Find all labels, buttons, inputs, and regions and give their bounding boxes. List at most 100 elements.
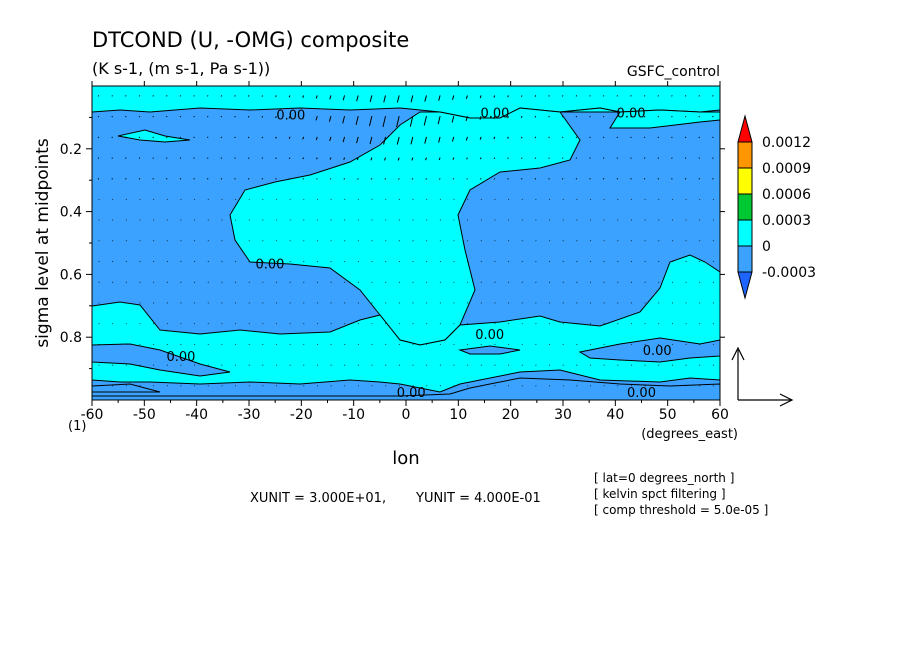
wind-vector xyxy=(643,136,646,139)
wind-vector xyxy=(234,178,236,180)
wind-vector xyxy=(302,95,305,98)
wind-vector xyxy=(316,157,318,160)
negative-region-bottom xyxy=(92,377,720,400)
wind-vector xyxy=(657,115,659,118)
y-tick-label: 0.6 xyxy=(60,267,82,283)
wind-vector xyxy=(247,95,250,97)
wind-vector xyxy=(207,136,209,139)
x-axis-label: lon xyxy=(392,448,419,469)
wind-vector xyxy=(207,115,209,118)
wind-vector xyxy=(247,157,250,159)
wind-vector xyxy=(234,115,236,118)
wind-vector xyxy=(193,157,195,159)
wind-vector xyxy=(138,178,141,180)
x-tick-label: 20 xyxy=(502,407,520,423)
wind-vector xyxy=(507,178,509,180)
wind-vector xyxy=(466,157,468,160)
wind-vector xyxy=(479,136,482,140)
colorbar-label: -0.0003 xyxy=(762,265,816,281)
wind-vector xyxy=(671,136,673,139)
wind-vector xyxy=(616,136,619,139)
wind-vector xyxy=(643,157,646,159)
wind-vector xyxy=(275,157,277,159)
wind-vector xyxy=(220,115,223,118)
wind-vector xyxy=(698,115,700,118)
wind-vector xyxy=(410,95,414,103)
x-axis: -60 -50 -40 -30 -20 -10 0 10 20 30 40 50 60 xyxy=(81,81,729,423)
colorbar-box xyxy=(737,219,753,247)
wind-vector xyxy=(521,178,523,180)
y-tick-label: 0.2 xyxy=(60,142,82,158)
wind-vector xyxy=(520,157,523,159)
x-tick-label: 40 xyxy=(606,407,624,423)
wind-vector xyxy=(507,95,509,98)
wind-vector xyxy=(548,178,550,180)
wind-vector xyxy=(261,157,264,159)
wind-vector xyxy=(425,178,427,180)
wind-vector xyxy=(111,115,113,118)
wind-vector xyxy=(712,178,714,180)
contour-labels: 0.00 0.00 0.00 0.00 0.00 0.00 0.00 0.00 0.00 xyxy=(166,107,671,401)
wind-vector xyxy=(384,157,386,161)
wind-vector xyxy=(630,136,632,139)
wind-vector xyxy=(684,115,687,118)
wind-vector xyxy=(343,157,346,160)
wind-vector xyxy=(616,115,619,118)
wind-vector xyxy=(111,157,113,159)
wind-vector xyxy=(220,157,223,159)
colorbar-label: 0 xyxy=(762,239,771,255)
wind-vector xyxy=(329,178,332,180)
wind-vector xyxy=(630,115,632,118)
wind-vector xyxy=(369,95,373,103)
contour-label: 0.00 xyxy=(475,328,504,343)
wind-vector xyxy=(409,116,414,127)
wind-vector xyxy=(438,95,441,101)
wind-vector xyxy=(465,136,468,141)
wind-vector xyxy=(602,115,605,118)
wind-vector xyxy=(275,115,277,119)
chart-subtitle: (K s-1, (m s-1, Pa s-1)) xyxy=(92,59,270,78)
wind-vector xyxy=(97,136,100,139)
wind-vector xyxy=(561,95,564,97)
wind-vector xyxy=(342,136,346,143)
wind-vector xyxy=(698,157,700,159)
wind-vector xyxy=(288,178,291,180)
annotation-threshold: [ comp threshold = 5.0e-05 ] xyxy=(594,503,768,517)
wind-vector xyxy=(616,157,619,159)
wind-vector xyxy=(111,136,113,139)
wind-vector xyxy=(383,95,387,103)
wind-vector xyxy=(630,178,632,180)
colorbar-box xyxy=(737,141,753,169)
wind-vector xyxy=(356,95,359,102)
wind-vector xyxy=(138,136,141,139)
colorbar-label: 0.0012 xyxy=(762,135,811,151)
x-tick-label: -50 xyxy=(133,407,156,423)
wind-vector xyxy=(193,95,195,97)
wind-vector xyxy=(630,95,632,97)
wind-vector xyxy=(315,95,318,99)
wind-vector xyxy=(479,95,482,99)
wind-vector xyxy=(684,157,687,159)
wind-vector xyxy=(207,95,209,97)
y-tick-label: 0.4 xyxy=(60,205,82,221)
wind-vector xyxy=(602,157,605,159)
wind-vector xyxy=(657,178,659,180)
wind-vector xyxy=(329,136,332,142)
x-tick-label: -10 xyxy=(342,407,365,423)
wind-vector xyxy=(575,136,578,139)
negative-strip-left xyxy=(92,343,231,377)
wind-vector xyxy=(479,157,482,160)
wind-vector xyxy=(589,157,591,159)
wind-vector xyxy=(125,136,127,139)
wind-vector xyxy=(534,157,537,159)
experiment-label: GSFC_control xyxy=(627,64,720,80)
wind-vector xyxy=(398,178,400,180)
wind-vector xyxy=(220,178,223,180)
wind-vector xyxy=(534,95,537,97)
wind-vector xyxy=(520,136,523,139)
wind-vector xyxy=(643,178,646,180)
x-tick-label: 50 xyxy=(659,407,677,423)
wind-vector xyxy=(698,178,700,180)
wind-vector xyxy=(343,178,346,180)
wind-vector xyxy=(671,178,673,180)
